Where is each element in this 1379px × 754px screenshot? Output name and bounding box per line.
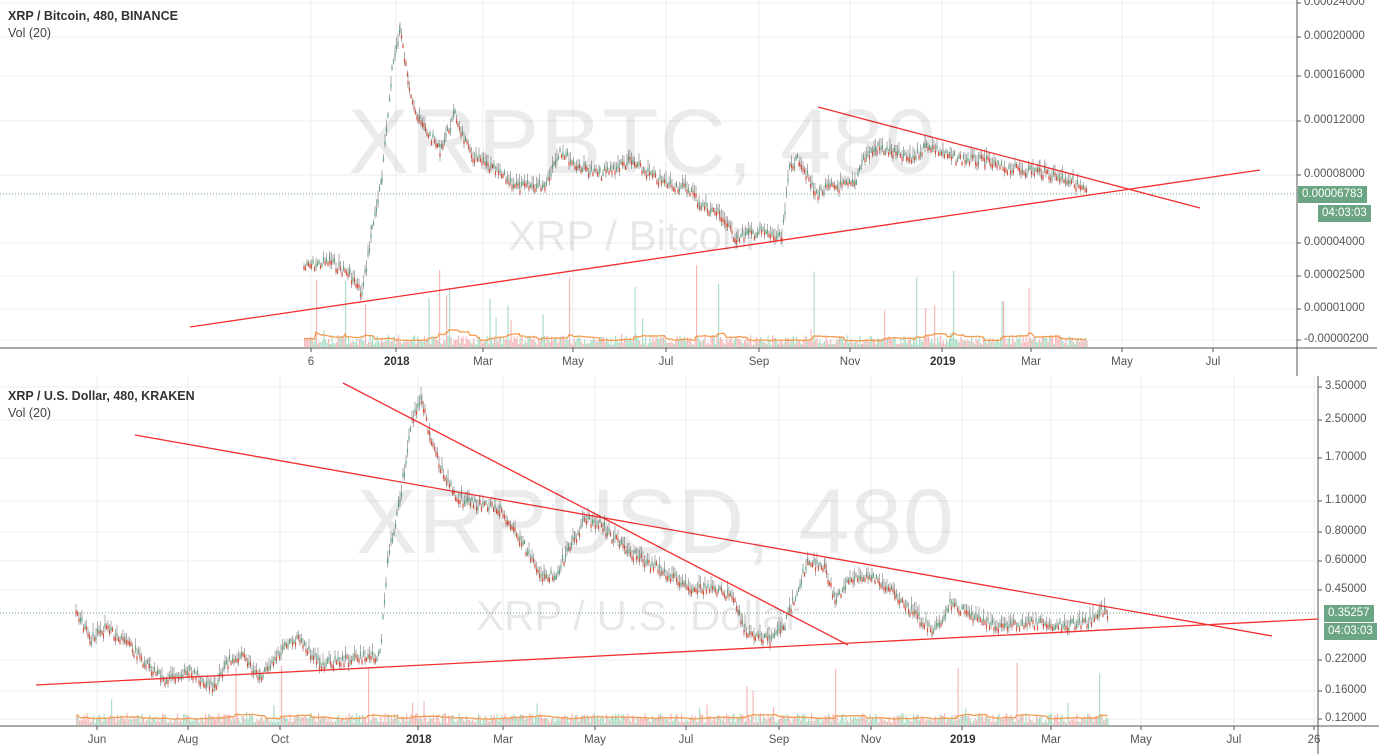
time-axis-tick: 2019 xyxy=(930,356,956,368)
time-axis-tick: May xyxy=(1111,356,1133,368)
volume-bars xyxy=(304,265,1088,347)
time-axis-tick: 2018 xyxy=(384,356,410,368)
trendline-support xyxy=(35,618,1319,686)
trendline-long-resistance xyxy=(134,434,1273,637)
trendline-steep-resistance xyxy=(342,382,849,646)
price-axis-tick: 1.70000 xyxy=(1325,451,1367,463)
price-axis-tick: 0.80000 xyxy=(1325,525,1367,537)
xrpusd-countdown-tag: 04:03:03 xyxy=(1324,623,1377,640)
time-axis-tick: Jul xyxy=(1205,356,1221,368)
price-axis-tick: 0.00002500 xyxy=(1304,269,1365,281)
price-axis-tick: 0.00008000 xyxy=(1304,168,1365,180)
time-axis-tick: May xyxy=(562,356,584,368)
xrpbtc-legend: XRP / Bitcoin, 480, BINANCE Vol (20) xyxy=(8,8,178,42)
time-axis-tick: Sep xyxy=(748,356,770,368)
xrpusd-symbol-title[interactable]: XRP / U.S. Dollar, 480, KRAKEN xyxy=(8,389,195,403)
time-axis-tick: Nov xyxy=(860,734,882,746)
price-axis-tick: 3.50000 xyxy=(1325,380,1367,392)
price-axis-tick: 0.00020000 xyxy=(1304,30,1365,42)
xrpbtc-last-price-tag: 0.00006783 xyxy=(1298,186,1367,203)
price-candles xyxy=(75,387,1109,697)
time-axis-tick: Jul xyxy=(678,734,694,746)
trendline-resistance xyxy=(817,106,1201,209)
price-axis-tick: 0.60000 xyxy=(1325,554,1367,566)
time-axis-tick: Mar xyxy=(473,356,493,368)
price-axis-tick: -0.00000200 xyxy=(1304,333,1369,345)
xrpusd-legend: XRP / U.S. Dollar, 480, KRAKEN Vol (20) xyxy=(8,388,195,422)
xrpbtc-symbol-title[interactable]: XRP / Bitcoin, 480, BINANCE xyxy=(8,9,178,23)
volume-bars xyxy=(76,662,1109,725)
time-axis-tick: Aug xyxy=(177,734,199,746)
price-axis-tick: 0.12000 xyxy=(1325,712,1367,724)
time-axis-tick: 2019 xyxy=(950,734,976,746)
time-axis-tick: Mar xyxy=(1021,356,1041,368)
xrpbtc-watermark-sub: XRP / Bitcoin xyxy=(508,212,755,259)
price-axis-tick: 0.00012000 xyxy=(1304,114,1365,126)
xrpbtc-volume-indicator[interactable]: Vol (20) xyxy=(8,26,52,40)
trendline-support xyxy=(189,169,1261,328)
time-axis-tick: 6 xyxy=(307,356,315,368)
xrpbtc-countdown-tag: 04:03:03 xyxy=(1318,205,1371,222)
time-axis-tick: 26 xyxy=(1307,734,1321,746)
time-axis-tick: Nov xyxy=(839,356,861,368)
time-axis-tick: 2018 xyxy=(406,734,432,746)
price-axis-tick: 2.50000 xyxy=(1325,413,1367,425)
price-axis-tick: 0.22000 xyxy=(1325,653,1367,665)
time-axis-tick: Mar xyxy=(493,734,513,746)
price-axis-tick: 1.10000 xyxy=(1325,494,1367,506)
xrpusd-volume-indicator[interactable]: Vol (20) xyxy=(8,406,52,420)
xrpusd-watermark-sub: XRP / U.S. Dollar xyxy=(476,592,800,639)
time-axis-tick: Sep xyxy=(768,734,790,746)
time-axis-tick: Jul xyxy=(658,356,674,368)
price-candles xyxy=(303,22,1088,301)
price-axis-tick: 0.00001000 xyxy=(1304,302,1365,314)
price-axis-tick: 0.00016000 xyxy=(1304,69,1365,81)
time-axis-tick: Jul xyxy=(1226,734,1242,746)
xrpusd-watermark: XRPUSD, 480 xyxy=(356,471,956,573)
price-axis-tick: 0.00004000 xyxy=(1304,236,1365,248)
xrpusd-last-price-tag: 0.35257 xyxy=(1324,605,1374,622)
xrpbtc-pane: XRPBTC, 480 XRP / Bitcoin XRP / Bitcoin,… xyxy=(0,0,1379,376)
time-axis-tick: Oct xyxy=(271,734,289,746)
price-axis-tick: 0.16000 xyxy=(1325,684,1367,696)
time-axis-tick: Mar xyxy=(1041,734,1061,746)
time-axis-tick: May xyxy=(1130,734,1152,746)
xrpbtc-watermark: XRPBTC, 480 xyxy=(348,91,937,193)
price-axis-tick: 0.45000 xyxy=(1325,583,1367,595)
time-axis-tick: May xyxy=(584,734,606,746)
time-axis-tick: Jun xyxy=(87,734,107,746)
xrpbtc-chart[interactable] xyxy=(0,0,1379,376)
price-axis-tick: 0.00024000 xyxy=(1304,0,1365,8)
